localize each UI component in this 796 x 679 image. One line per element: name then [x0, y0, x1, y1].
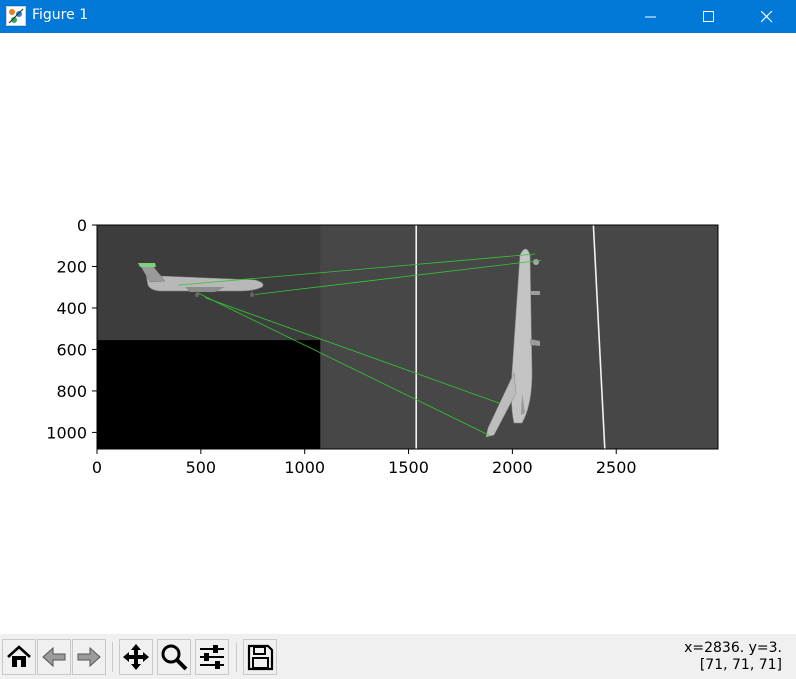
image-layer — [97, 225, 718, 449]
window-title: Figure 1 — [32, 7, 89, 23]
runway-lines — [415, 225, 606, 449]
maximize-icon — [703, 10, 714, 22]
forward-button[interactable] — [72, 639, 106, 675]
navigation-toolbar: x=2836. y=3. [71, 71, 71] — [0, 634, 796, 679]
cursor-coordinates: x=2836. y=3. — [684, 640, 782, 656]
pan-icon — [123, 644, 149, 670]
toolbar-separator — [236, 642, 237, 672]
match-line — [204, 297, 501, 404]
y-axis: 0 200 400 600 800 1000 — [46, 216, 97, 442]
toolbar-separator — [112, 642, 113, 672]
maximize-button[interactable] — [680, 0, 738, 33]
x-tick-label: 1500 — [388, 458, 429, 477]
x-axis: 0 500 1000 1500 2000 2500 — [92, 449, 637, 477]
y-tick-label: 400 — [56, 299, 87, 318]
home-icon — [7, 645, 31, 667]
y-tick-label: 800 — [56, 382, 87, 401]
back-icon — [42, 646, 66, 668]
save-icon — [247, 644, 274, 671]
x-tick-label: 2500 — [596, 458, 637, 477]
x-tick-label: 500 — [186, 458, 217, 477]
match-line — [254, 259, 542, 295]
pan-button[interactable] — [119, 639, 153, 675]
configure-subplots-icon — [200, 645, 224, 669]
zoom-button[interactable] — [157, 639, 191, 675]
figure-canvas[interactable]: 0 500 1000 1500 2000 2500 0 200 400 600 800 1000 — [0, 33, 796, 634]
y-tick-label: 600 — [56, 340, 87, 359]
runway-line — [592, 225, 606, 449]
configure-subplots-button[interactable] — [195, 639, 229, 675]
left-image-padding — [97, 340, 321, 449]
title-bar: Figure 1 — [0, 0, 796, 33]
forward-icon — [77, 646, 101, 668]
y-tick-label: 200 — [56, 257, 87, 276]
save-button[interactable] — [243, 639, 277, 675]
minimize-icon — [645, 16, 656, 17]
x-tick-label: 1000 — [284, 458, 325, 477]
plot-axes[interactable]: 0 500 1000 1500 2000 2500 0 200 400 600 800 1000 — [0, 33, 796, 634]
y-tick-label: 0 — [77, 216, 87, 235]
top-view-aircraft — [485, 248, 540, 438]
back-button[interactable] — [37, 639, 71, 675]
close-icon — [761, 10, 773, 22]
axes-frame — [96, 224, 719, 450]
minimize-button[interactable] — [622, 0, 680, 33]
match-line — [177, 253, 536, 286]
y-tick-label: 1000 — [46, 423, 87, 442]
close-button[interactable] — [738, 0, 796, 33]
zoom-icon — [161, 644, 188, 671]
matplotlib-figure-icon — [6, 6, 26, 26]
cursor-status: x=2836. y=3. [71, 71, 71] — [684, 640, 782, 674]
home-button[interactable] — [2, 639, 36, 675]
x-tick-label: 0 — [92, 458, 102, 477]
feature-match-lines — [177, 253, 542, 436]
match-line — [196, 292, 490, 436]
x-tick-label: 2000 — [492, 458, 533, 477]
cursor-pixel-value: [71, 71, 71] — [699, 657, 782, 673]
